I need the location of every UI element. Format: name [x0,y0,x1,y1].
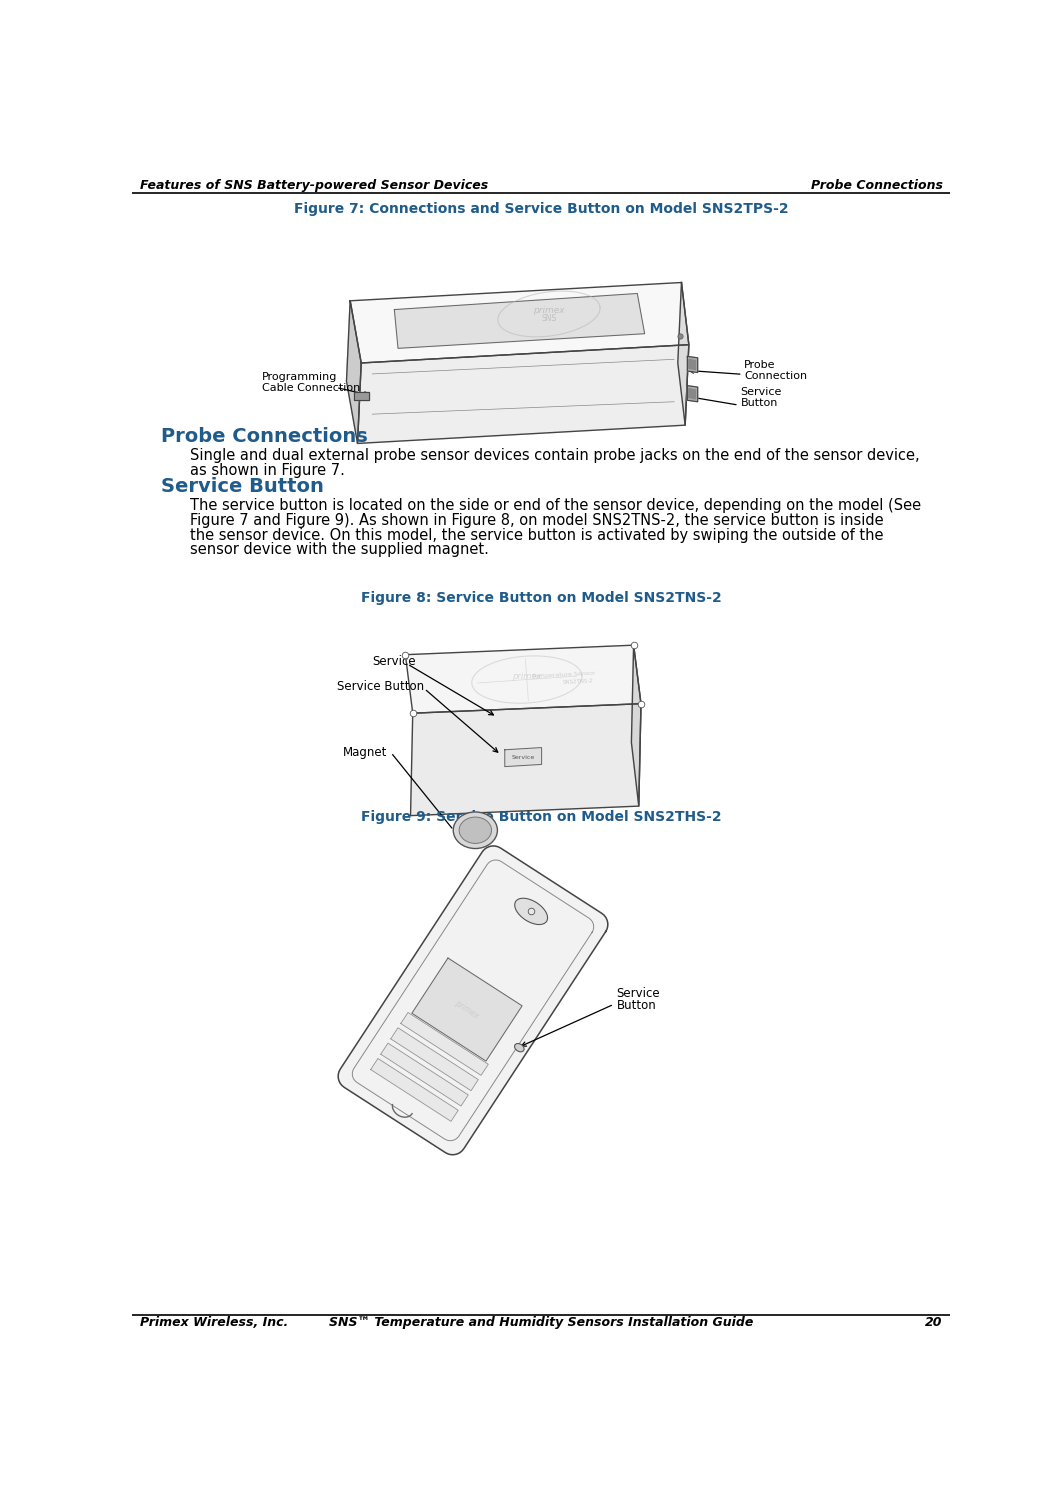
Polygon shape [411,703,641,815]
Text: sensor device with the supplied magnet.: sensor device with the supplied magnet. [190,542,489,557]
Text: Magnet: Magnet [343,747,388,758]
Text: primex: primex [453,998,480,1020]
Text: Features of SNS Battery-powered Sensor Devices: Features of SNS Battery-powered Sensor D… [139,180,488,191]
Polygon shape [401,1013,488,1076]
Polygon shape [678,283,689,425]
Text: primex: primex [512,672,542,681]
Text: Connection: Connection [744,371,808,381]
Ellipse shape [514,898,548,925]
Text: 20: 20 [925,1316,943,1330]
Text: Figure 8: Service Button on Model SNS2TNS-2: Figure 8: Service Button on Model SNS2TN… [361,591,721,606]
Polygon shape [394,293,644,349]
Ellipse shape [459,817,491,844]
Polygon shape [338,845,608,1155]
Text: Temperature Sensor: Temperature Sensor [532,670,596,679]
Polygon shape [371,1059,458,1122]
Text: Probe: Probe [744,361,776,371]
Ellipse shape [453,812,497,848]
Polygon shape [406,645,641,714]
Text: Single and dual external probe sensor devices contain probe jacks on the end of : Single and dual external probe sensor de… [190,449,920,464]
Polygon shape [346,301,361,443]
Polygon shape [505,748,542,766]
Polygon shape [381,1043,468,1106]
Text: The service button is located on the side or end of the sensor device, depending: The service button is located on the sid… [190,498,921,513]
Text: Service: Service [373,655,416,669]
Text: SNS™ Temperature and Humidity Sensors Installation Guide: SNS™ Temperature and Humidity Sensors In… [329,1316,753,1330]
Text: Service Button: Service Button [337,679,425,693]
Text: Button: Button [740,398,778,408]
Text: as shown in Figure 7.: as shown in Figure 7. [190,462,345,477]
Polygon shape [689,389,696,399]
Text: Primex Wireless, Inc.: Primex Wireless, Inc. [139,1316,288,1330]
Polygon shape [391,1028,478,1091]
Text: Figure 7: Connections and Service Button on Model SNS2TPS-2: Figure 7: Connections and Service Button… [294,202,789,215]
Text: SNS: SNS [542,314,557,323]
Text: Cable Connection: Cable Connection [262,383,360,393]
Text: Button: Button [617,999,656,1011]
Text: the sensor device. On this model, the service button is activated by swiping the: the sensor device. On this model, the se… [190,528,884,543]
Text: Service: Service [740,387,781,398]
Polygon shape [351,283,689,364]
Polygon shape [354,392,369,401]
Polygon shape [689,359,696,370]
Polygon shape [631,645,641,806]
Polygon shape [412,957,522,1061]
Text: Service Button: Service Button [162,477,324,495]
Text: Service: Service [617,987,660,1001]
Polygon shape [687,386,698,402]
Text: Probe Connections: Probe Connections [162,426,369,446]
Text: Probe Connections: Probe Connections [811,180,943,191]
Text: Figure 9: Service Button on Model SNS2THS-2: Figure 9: Service Button on Model SNS2TH… [361,809,721,824]
Text: Service: Service [511,754,534,760]
Text: primex: primex [533,305,565,314]
Polygon shape [358,344,689,443]
Ellipse shape [514,1044,524,1052]
Text: Figure 7 and Figure 9). As shown in Figure 8, on model SNS2TNS-2, the service bu: Figure 7 and Figure 9). As shown in Figu… [190,513,884,528]
Text: Programming: Programming [262,373,338,381]
Polygon shape [687,356,698,373]
Text: SNS2TNS-2: SNS2TNS-2 [563,679,595,685]
